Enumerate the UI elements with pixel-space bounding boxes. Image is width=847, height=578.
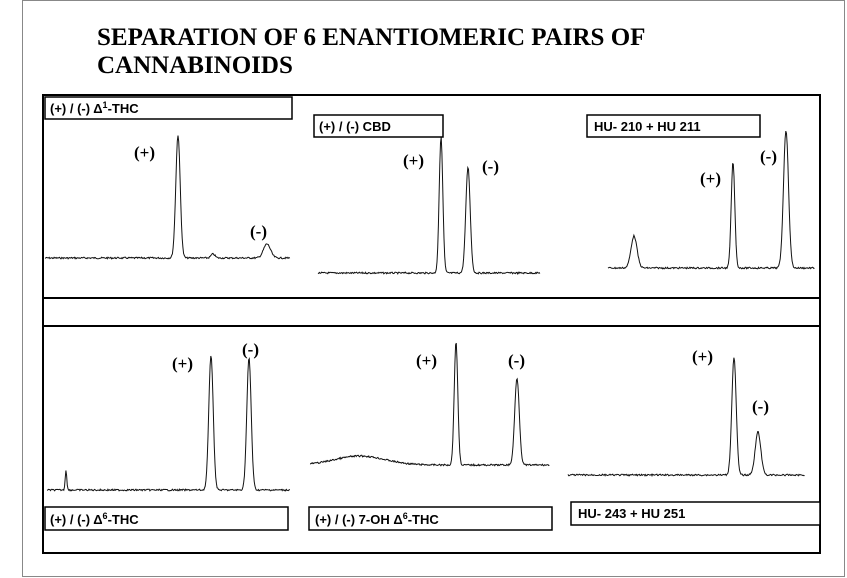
panel-label: (+) / (-) Δ6-THC: [50, 511, 139, 527]
peak-label: (+): [403, 151, 424, 170]
chromatogram-trace: [309, 342, 550, 467]
panel-label: (+) / (-) CBD: [319, 119, 391, 134]
label-box: [586, 114, 761, 138]
chromatogram-trace: [44, 135, 291, 260]
label-box: [308, 506, 553, 531]
chromatogram-trace: [567, 357, 805, 478]
panel-label: HU- 243 + HU 251: [578, 506, 685, 521]
peak-label: (-): [752, 397, 769, 416]
chromatogram-trace: [46, 355, 291, 492]
peak-label: (+): [172, 354, 193, 373]
panel-label: HU- 210 + HU 211: [594, 119, 701, 134]
peak-label: (-): [242, 340, 259, 359]
peak-label: (+): [134, 143, 155, 162]
peak-label: (+): [700, 169, 721, 188]
peak-label: (-): [508, 351, 525, 370]
chromatograms: [44, 130, 815, 492]
label-box: [570, 501, 821, 526]
label-box: [44, 506, 289, 531]
chromatogram-trace: [317, 137, 541, 275]
peak-label: (-): [482, 157, 499, 176]
figure-frame: [42, 94, 821, 554]
panel-label: (+) / (-) Δ1-THC: [50, 100, 139, 116]
title-line: CANNABINOIDS: [97, 52, 293, 79]
peak-label: (-): [760, 147, 777, 166]
label-box: [313, 114, 444, 138]
slide-frame: [22, 0, 845, 577]
peak-label: (+): [692, 347, 713, 366]
chromatogram-trace: [607, 130, 815, 270]
panel-label: (+) / (-) 7-OH Δ6-THC: [315, 511, 439, 527]
peak-label: (+): [416, 351, 437, 370]
title-line: SEPARATION OF 6 ENANTIOMERIC PAIRS OF: [97, 24, 645, 51]
peak-label: (-): [250, 222, 267, 241]
label-box: [44, 96, 293, 120]
